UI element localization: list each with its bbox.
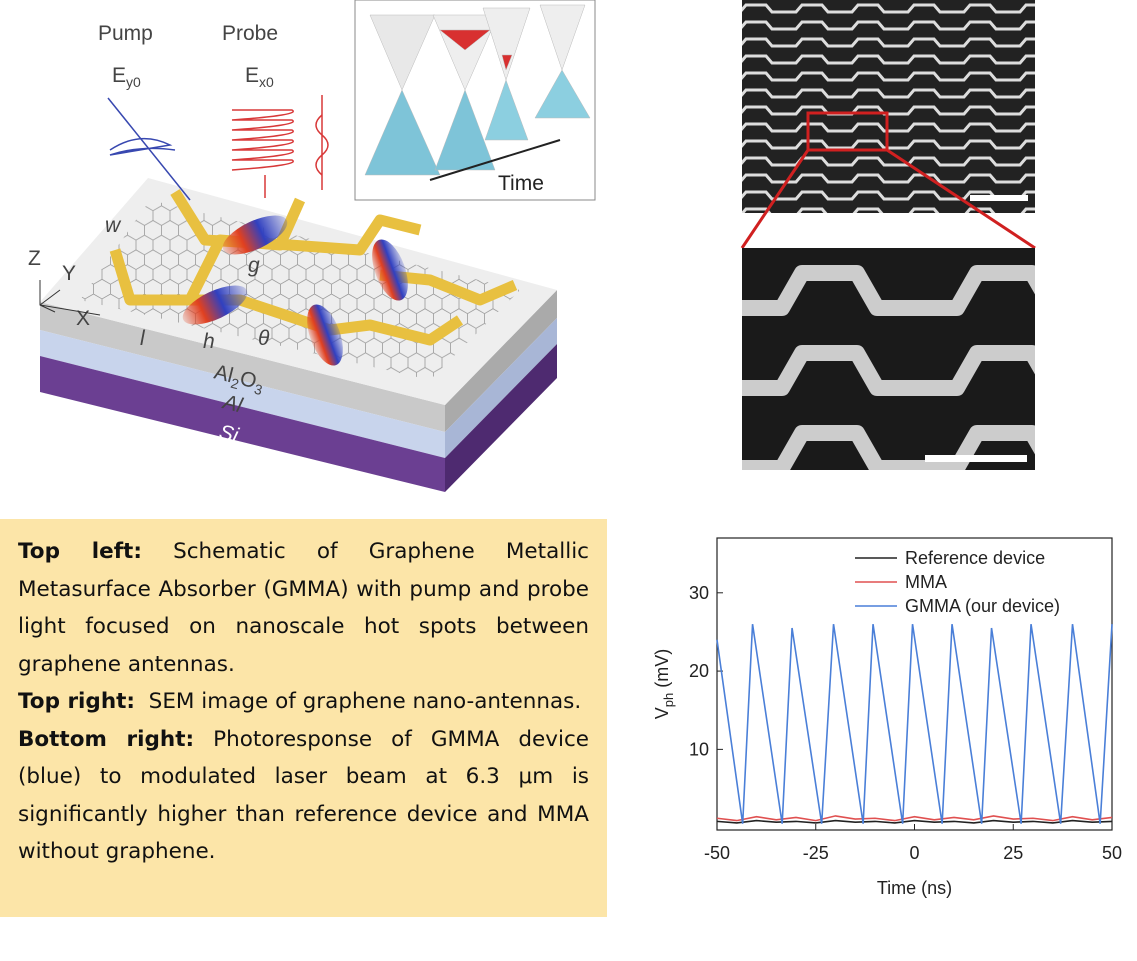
x-tick-label: -50 — [704, 843, 730, 863]
labels: Pump Probe Ey0 Ex0 Time Z Y X w g l h θ … — [28, 22, 544, 448]
hot-spot — [182, 285, 248, 325]
metal-layer — [40, 330, 445, 458]
scale-bar — [970, 195, 1028, 201]
label: Z — [28, 247, 41, 270]
y-axis-label-sub: ph — [661, 693, 676, 707]
y-axis-label: Vph (mV) — [652, 649, 676, 719]
label: θ — [258, 327, 270, 350]
zoom-lines — [740, 148, 1036, 250]
hot-spots — [182, 215, 408, 366]
caption-paragraph: Bottom right: Photoresponse of GMMA devi… — [18, 721, 589, 871]
oxide-layer — [40, 302, 445, 432]
y-tick-label: 10 — [689, 739, 709, 759]
chart: -50 -25 0 25 50 10 20 30 Time (ns) Vph (mV) Referen… — [652, 537, 1122, 898]
label: w — [105, 214, 122, 237]
schematic: Pump Probe Ey0 Ex0 Time Z Y X w g l h θ … — [28, 0, 596, 492]
caption-label: Top right: — [18, 689, 136, 714]
caption-paragraph: Top left: Schematic of Graphene Metallic… — [18, 533, 589, 683]
pump-beam — [107, 97, 191, 201]
x-tick-label: 25 — [1003, 843, 1023, 863]
caption-text: SEM image of graphene nano-antennas. — [135, 689, 582, 714]
series-line — [716, 623, 1113, 824]
x-axis-label: Time (ns) — [877, 878, 952, 898]
label: Si — [217, 421, 242, 448]
side — [445, 318, 557, 458]
label: Probe — [222, 22, 278, 45]
label: l — [140, 327, 146, 350]
caption-label: Bottom right: — [18, 726, 195, 752]
x-tick-label: 50 — [1102, 843, 1122, 863]
label: Pump — [98, 22, 153, 45]
legend-label: Reference device — [905, 548, 1045, 568]
y-axis-label-unit: (mV) — [652, 649, 672, 688]
label: Time — [498, 172, 544, 195]
caption-label: Top left: — [18, 539, 142, 564]
hot-spot — [222, 215, 288, 255]
label: h — [203, 330, 215, 353]
legend-label: MMA — [905, 572, 947, 592]
caption-paragraph: Top right: SEM image of graphene nano-an… — [18, 683, 589, 721]
axes-icon — [39, 280, 101, 316]
label: Y — [62, 262, 76, 285]
si-layer — [40, 356, 445, 492]
hot-spot — [307, 304, 343, 366]
label: g — [248, 254, 260, 277]
y-axis-label-base: V — [652, 707, 672, 719]
scale-bar — [925, 455, 1027, 462]
sem — [740, 0, 1036, 470]
side — [445, 344, 557, 492]
side — [445, 290, 557, 432]
antenna — [170, 189, 422, 256]
zoom-box — [806, 111, 889, 152]
hot-spot — [372, 239, 408, 301]
caption-text: Schematic of Graphene Metallic Metasurfa… — [18, 539, 596, 677]
sem-pattern — [742, 248, 1035, 470]
antenna — [109, 197, 306, 306]
x-tick-label: -25 — [803, 843, 829, 863]
label: Al2O3 — [211, 361, 267, 399]
y-tick-label: 20 — [689, 661, 709, 681]
caption-text: Photoresponse of GMMA device (blue) to m… — [18, 726, 596, 865]
caption: Top left: Schematic of Graphene Metallic… — [0, 519, 607, 917]
label: X — [76, 307, 90, 330]
label: Ex0 — [245, 64, 274, 90]
legend-label: GMMA (our device) — [905, 596, 1060, 616]
y-tick-label: 30 — [689, 583, 709, 603]
x-tick-label: 0 — [909, 843, 919, 863]
probe-beam — [231, 95, 329, 198]
dirac-cones — [364, 4, 591, 181]
label: Ey0 — [112, 64, 141, 90]
